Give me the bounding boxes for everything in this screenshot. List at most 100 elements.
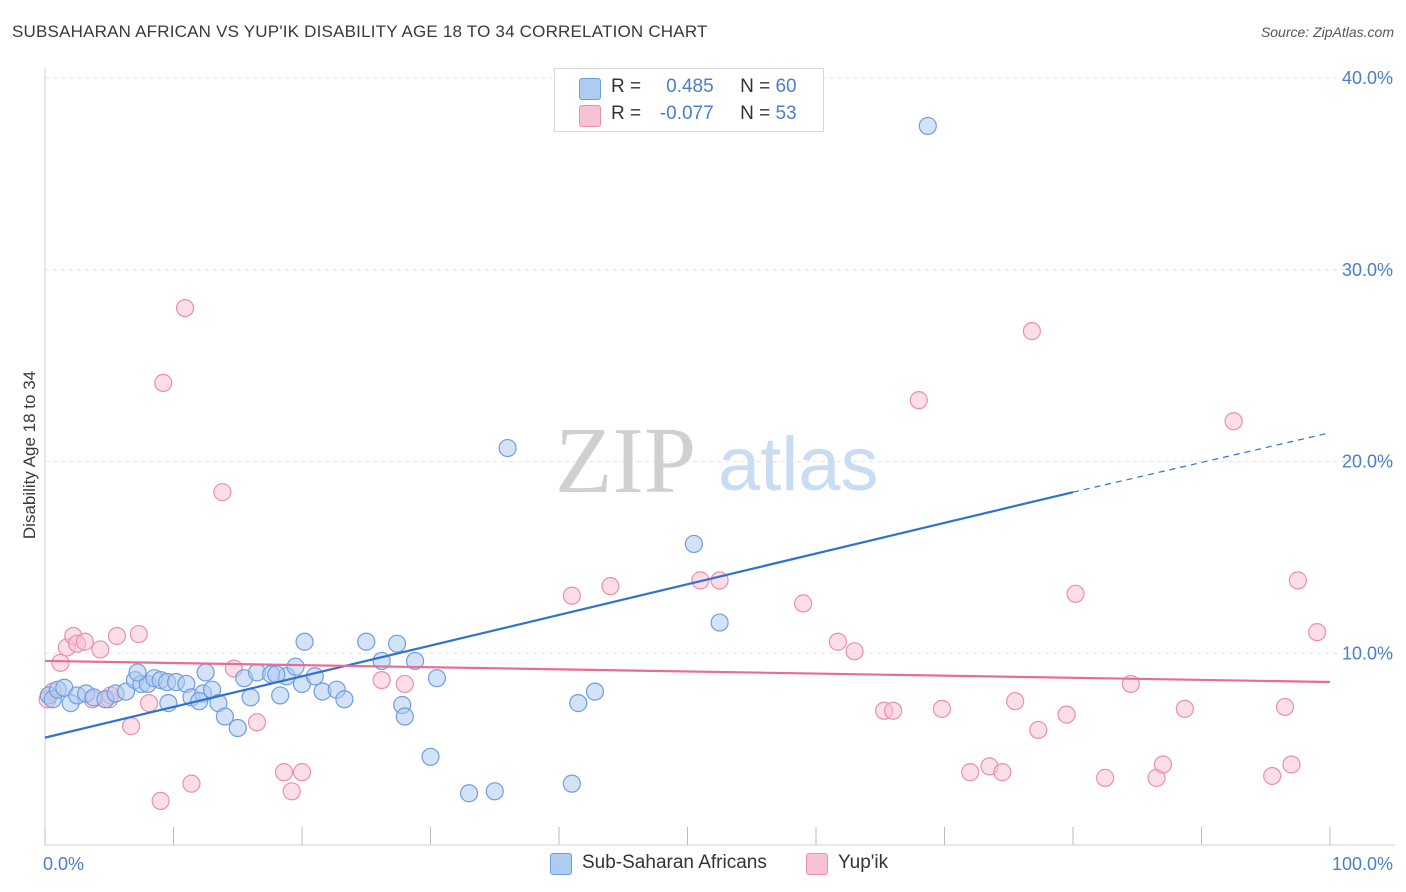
subsaharan-point <box>215 707 234 726</box>
yupik-point <box>247 713 267 732</box>
yupik-point <box>395 674 414 694</box>
correlation-legend: R = 0.485 N = 60 R = -0.077 N = 53 <box>554 68 824 132</box>
legend-r-label-2: R = <box>611 103 642 124</box>
yupik-point <box>1263 766 1282 786</box>
subsaharan-point <box>196 663 215 682</box>
subsaharan-point <box>387 634 407 653</box>
yupik-point <box>828 632 847 651</box>
yupik-point <box>292 763 312 782</box>
yupik-point <box>182 774 201 793</box>
yupik-point <box>1066 584 1085 603</box>
legend-n-label-2: N = <box>740 103 771 124</box>
tick-labels: 10.0% 20.0% 30.0% 40.0% 0.0% 100.0% <box>43 68 1393 874</box>
y-axis-label: Disability Age 18 to 34 <box>20 371 39 539</box>
yupik-point <box>601 577 620 596</box>
yupik-point <box>993 763 1012 782</box>
yupik-point <box>372 670 391 690</box>
subsaharan-point <box>485 782 504 801</box>
subsaharan-point <box>405 651 425 671</box>
yupik-point <box>154 373 173 392</box>
y-tick-label: 30.0% <box>1342 260 1393 280</box>
trend-lines <box>44 432 1331 739</box>
bottom-legend-label-2: Yup'ik <box>838 852 889 873</box>
x-tick-label: 100.0% <box>1332 854 1393 874</box>
subsaharan-trend-extension <box>1072 432 1331 493</box>
legend-r-label-1: R = <box>611 76 642 97</box>
yupik-point <box>91 640 110 659</box>
gridlines <box>45 77 1395 654</box>
subsaharan-point <box>395 707 414 726</box>
legend-r-value-2: -0.077 <box>659 103 714 124</box>
legend-n-value-2: 53 <box>775 103 797 124</box>
subsaharan-point <box>918 116 937 136</box>
subsaharan-point <box>562 774 581 793</box>
bottom-pink-swatch <box>806 853 828 875</box>
yupik-point <box>1153 755 1173 774</box>
bottom-legend-label-1: Sub-Saharan Africans <box>582 852 767 873</box>
subsaharan-point <box>241 688 260 707</box>
yupik-point <box>274 763 294 782</box>
yupik-point <box>51 653 70 672</box>
yupik-point <box>562 586 581 605</box>
yupik-point <box>121 717 141 736</box>
yupik-point <box>1282 755 1301 774</box>
yupik-point <box>129 624 148 644</box>
subsaharan-point <box>286 657 305 676</box>
yupik-point <box>1288 571 1307 590</box>
yupik-point <box>1057 705 1076 724</box>
subsaharan-point <box>295 632 314 651</box>
y-tick-label: 10.0% <box>1342 643 1393 663</box>
watermark: ZIP atlas <box>555 409 879 513</box>
subsaharan-point <box>427 669 447 688</box>
axes <box>44 68 1395 846</box>
subsaharan-point <box>569 694 588 713</box>
yupik-point <box>909 391 928 410</box>
yupik-point <box>883 701 903 720</box>
subsaharan-point <box>710 613 729 632</box>
subsaharan-point <box>459 784 479 803</box>
legend-r-value-1: 0.485 <box>666 76 714 97</box>
subsaharan-point <box>228 718 247 738</box>
yupik-point <box>1022 322 1041 341</box>
legend-n-label-1: N = <box>740 76 771 97</box>
subsaharan-point <box>421 747 440 766</box>
yupik-point <box>1308 623 1327 642</box>
blue-swatch <box>579 78 601 100</box>
y-tick-label: 20.0% <box>1342 452 1393 472</box>
yupik-point <box>1096 768 1115 787</box>
subsaharan-point <box>305 667 324 686</box>
subsaharan-point <box>585 682 605 701</box>
yupik-point <box>794 594 813 613</box>
yupik-point <box>1275 697 1295 717</box>
subsaharan-point <box>335 690 354 709</box>
yupik-point <box>845 642 864 661</box>
yupik-point <box>961 763 980 782</box>
legend-n-value-1: 60 <box>775 76 797 97</box>
subsaharan-point <box>498 438 517 458</box>
yupik-point <box>75 632 94 651</box>
yupik-point <box>139 694 159 713</box>
yupik-point <box>175 299 195 318</box>
subsaharan-points <box>39 116 937 803</box>
yupik-point <box>1029 720 1048 740</box>
bottom-blue-swatch <box>550 853 572 875</box>
subsaharan-trend-line <box>44 491 1074 739</box>
yupik-point <box>1175 699 1194 718</box>
source-label: Source: ZipAtlas.com <box>1260 24 1394 40</box>
subsaharan-point <box>684 534 704 554</box>
yupik-point <box>213 483 232 502</box>
yupik-point <box>932 699 952 718</box>
yupik-point <box>1006 692 1025 711</box>
subsaharan-point <box>128 663 147 682</box>
pink-swatch <box>579 105 601 127</box>
watermark-zip: ZIP <box>555 409 696 513</box>
chart-title: SUBSAHARAN AFRICAN VS YUP'IK DISABILITY … <box>12 22 708 41</box>
yupik-point <box>151 791 170 810</box>
yupik-trend-line <box>44 659 1331 684</box>
yupik-point <box>282 782 301 801</box>
yupik-point <box>107 626 127 646</box>
y-tick-label: 40.0% <box>1342 68 1393 88</box>
watermark-atlas: atlas <box>718 422 879 507</box>
yupik-point <box>1224 412 1243 431</box>
